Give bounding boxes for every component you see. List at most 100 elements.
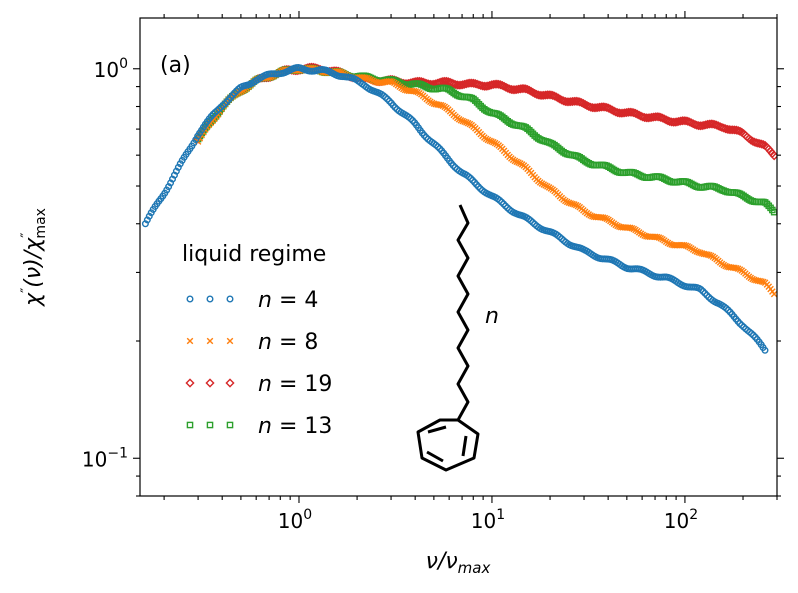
legend-entry: n = 4 (186, 288, 318, 313)
data-point (192, 136, 200, 144)
legend-entry: n = 13 (186, 414, 332, 439)
data-point (387, 78, 395, 85)
legend: liquid regime n = 4n = 8n = 19n = 13 (182, 242, 332, 439)
legend-marker (205, 378, 215, 388)
data-point (449, 162, 457, 170)
y-axis-title-sub: max (33, 208, 49, 239)
data-point (565, 199, 573, 207)
data-point (163, 186, 171, 194)
legend-label-value: 4 (304, 288, 318, 313)
data-point (407, 115, 415, 123)
data-point (736, 319, 744, 327)
data-point (502, 202, 510, 210)
legend-label-op: = (272, 330, 304, 355)
data-point (474, 183, 482, 191)
data-point (749, 331, 757, 339)
data-point (704, 119, 714, 129)
data-point (587, 212, 594, 219)
data-point (628, 224, 636, 232)
data-point (364, 74, 371, 82)
legend-label: n = 19 (258, 372, 332, 397)
x-tick-label-base: 10 (471, 509, 496, 533)
y-axis-title-prime2: ″ (19, 233, 35, 238)
data-point (563, 198, 571, 206)
legend-entry: n = 19 (185, 372, 332, 397)
x-tick-label-exp: 2 (689, 507, 698, 523)
y-tick-label: 10−1 (82, 445, 128, 471)
data-point (601, 214, 609, 222)
legend-marker (186, 337, 194, 345)
y-axis-title: χ″(ν)/χ″max (19, 208, 49, 307)
axes-frame (139, 17, 778, 497)
legend-label: n = 8 (258, 330, 318, 355)
x-tick-label-base: 10 (664, 509, 689, 533)
data-point (569, 96, 579, 106)
data-point (422, 133, 430, 141)
data-point (722, 262, 729, 270)
data-point (461, 118, 468, 126)
y-axis-title-chi: χ (21, 292, 46, 307)
legend-marker (226, 295, 234, 303)
alkyl-chain (456, 204, 470, 421)
data-point (614, 222, 621, 230)
data-point (463, 119, 470, 126)
data-point (515, 159, 522, 166)
data-point (761, 199, 769, 206)
data-point (770, 290, 777, 298)
data-point (382, 93, 390, 101)
benzene-ring-hexagon (416, 418, 480, 472)
legend-title: liquid regime (182, 242, 326, 267)
data-point (488, 138, 495, 145)
data-point (693, 248, 701, 255)
data-point (569, 200, 576, 208)
data-point (475, 100, 483, 108)
benzene-inner-bonds (426, 425, 468, 463)
legend-label: n = 13 (258, 414, 332, 439)
data-point (209, 110, 217, 118)
data-point (697, 286, 705, 294)
legend-label-value: 13 (304, 414, 332, 439)
data-point (362, 74, 369, 82)
panel-label: (a) (160, 53, 191, 78)
data-point (490, 79, 500, 89)
legend-label-var: n (258, 288, 272, 313)
legend-label-op: = (272, 288, 304, 313)
data-point (428, 99, 436, 107)
data-point (706, 251, 713, 259)
data-point (437, 101, 445, 109)
legend-label-value: 8 (304, 330, 318, 355)
legend-label-op: = (272, 372, 304, 397)
legend-marker (206, 295, 214, 303)
legend-marker (226, 421, 234, 429)
data-point (653, 233, 661, 241)
x-tick-label: 100 (278, 507, 312, 533)
data-point (571, 201, 578, 208)
y-axis-title-prime1: ″ (19, 288, 35, 293)
data-point (599, 214, 607, 221)
data-point (680, 241, 688, 249)
data-point (596, 102, 606, 112)
y-tick-label-exp: 0 (119, 56, 128, 72)
data-point (465, 78, 475, 88)
y-axis-title-mid: (ν)/χ (21, 237, 46, 288)
y-tick-label-base: 10 (94, 58, 119, 82)
data-point (165, 183, 173, 191)
molecule-chain-label: n (485, 304, 499, 329)
data-point (459, 117, 467, 125)
legend-entries: n = 4n = 8n = 19n = 13 (185, 288, 332, 439)
legend-label: n = 4 (258, 288, 318, 313)
data-point (500, 200, 508, 208)
data-point (472, 97, 479, 104)
data-point (221, 100, 229, 108)
data-point (650, 112, 660, 122)
data-point (145, 212, 153, 220)
data-point (526, 127, 533, 134)
legend-label-op: = (272, 414, 304, 439)
legend-label-var: n (258, 372, 272, 397)
molecule-structure (416, 204, 480, 472)
x-tick-label: 102 (664, 507, 698, 533)
data-point (655, 234, 663, 241)
x-tick-label-exp: 0 (303, 507, 312, 523)
data-point (527, 128, 535, 136)
data-point (542, 90, 552, 100)
